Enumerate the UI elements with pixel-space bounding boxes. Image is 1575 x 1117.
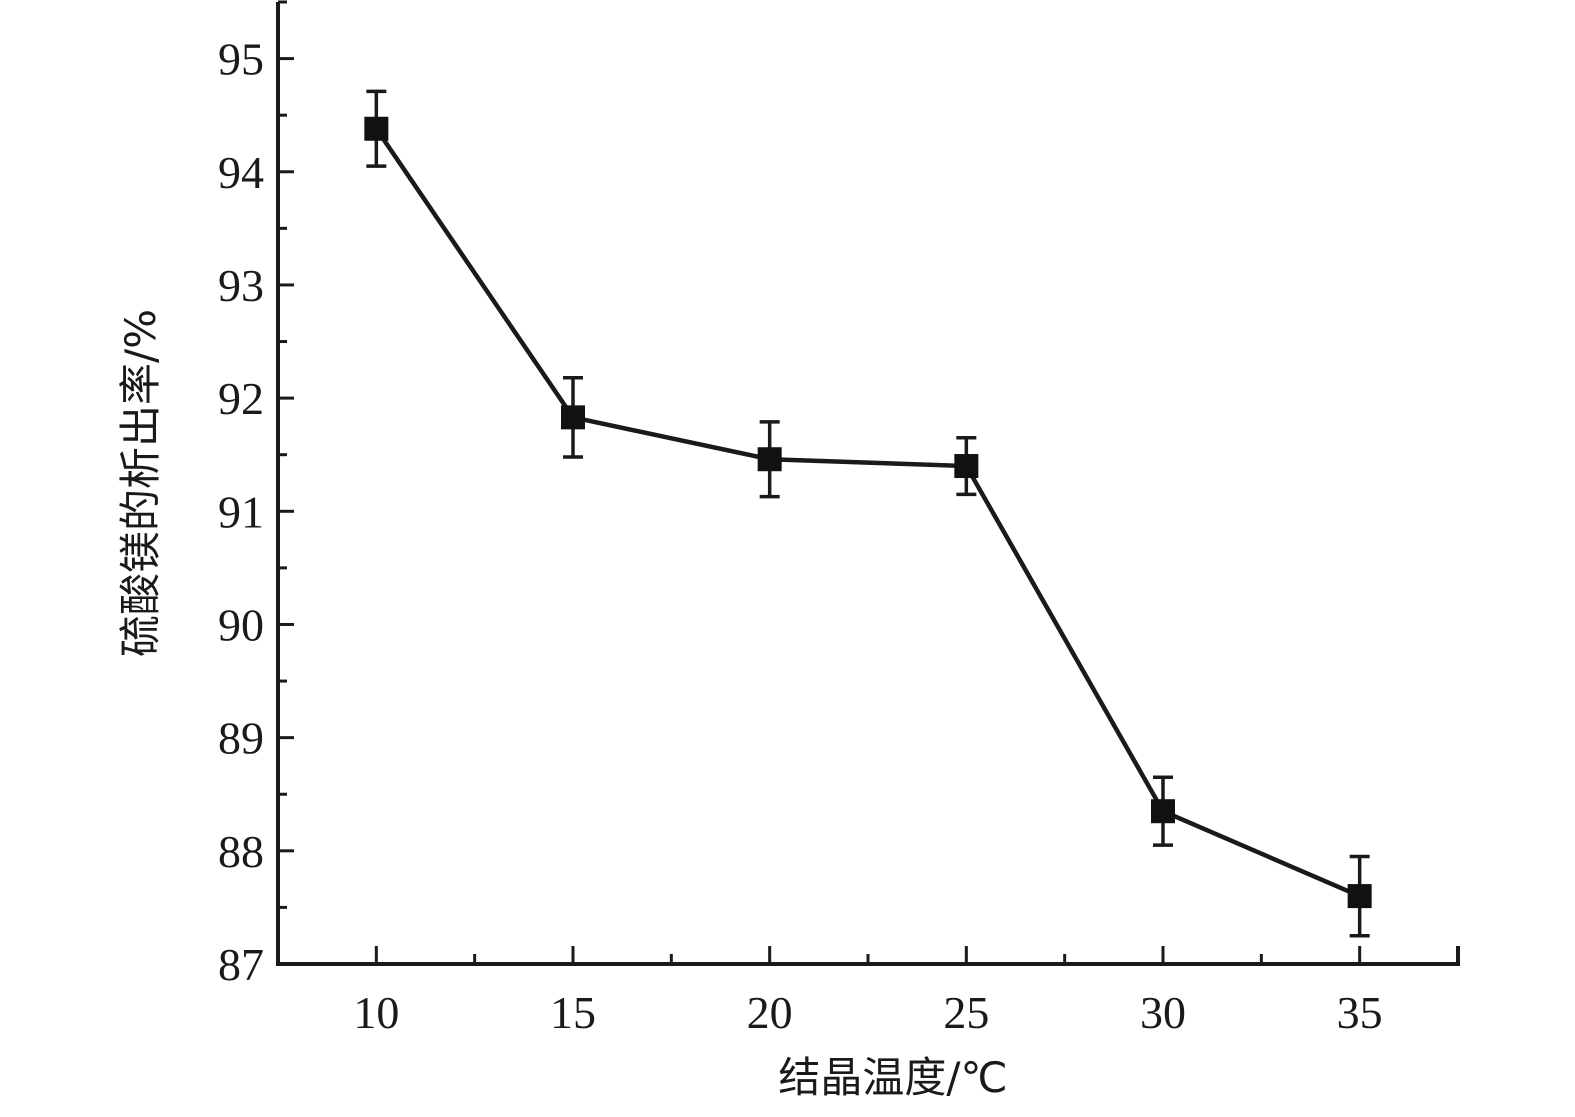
x-axis-title: 结晶温度/℃	[778, 1053, 1007, 1102]
data-point-marker	[364, 116, 389, 141]
y-tick-label: 92	[218, 373, 264, 424]
y-tick-label: 87	[218, 939, 264, 990]
x-tick-label: 35	[1337, 987, 1383, 1038]
y-tick-label: 88	[218, 826, 264, 877]
y-tick-label: 95	[218, 34, 264, 85]
x-tick-label: 30	[1140, 987, 1186, 1038]
x-tick-label: 10	[353, 987, 399, 1038]
data-point-marker	[757, 447, 782, 472]
y-tick-label: 94	[218, 147, 264, 198]
ticks-layer: 87 88 89 90 91 92 93 94 95 10 15 20 25 30 35	[218, 0, 1460, 1038]
y-tick-label: 91	[218, 486, 264, 537]
data-point-marker	[561, 405, 585, 430]
x-tick-label: 15	[550, 987, 596, 1038]
data-point-marker	[1151, 799, 1175, 824]
y-tick-label: 93	[218, 260, 264, 311]
y-axis-title: 硫酸镁的析出率/%	[116, 309, 165, 657]
x-tick-label: 25	[943, 987, 989, 1038]
series-line	[374, 127, 1361, 899]
data-point-marker	[1347, 884, 1372, 909]
series-layer	[364, 89, 1372, 938]
x-tick-label: 20	[747, 987, 793, 1038]
axis-frame	[276, 2, 1460, 966]
y-tick-label: 89	[218, 713, 264, 764]
data-point-marker	[954, 454, 979, 479]
y-tick-label: 90	[218, 599, 264, 650]
